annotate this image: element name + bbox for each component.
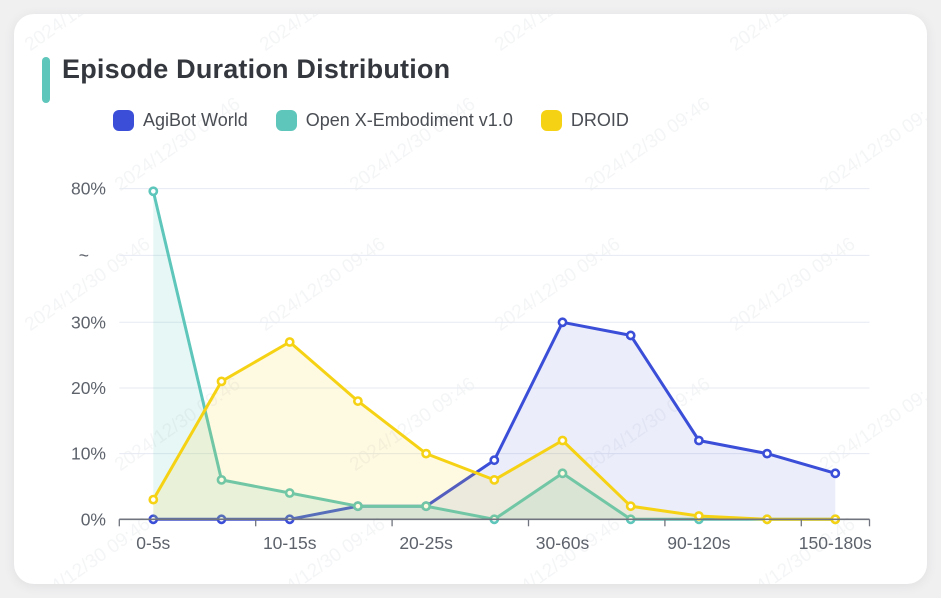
watermark-text: 2024/12/30 09:46	[21, 14, 155, 56]
watermark-text: 2024/12/30 09:46	[726, 14, 860, 56]
title-accent-bar	[42, 57, 50, 103]
watermark-text: 2024/12/30 09:46	[726, 233, 860, 336]
watermark-text: 2024/12/30 09:46	[256, 513, 390, 584]
watermark-text: 2024/12/30 09:46	[256, 14, 390, 56]
watermark-text: 2024/12/30 09:46	[581, 373, 715, 476]
watermark-text: 2024/12/30 09:46	[491, 14, 625, 56]
watermark-text: 2024/12/30 09:46	[111, 93, 245, 196]
watermark-text: 2024/12/30 09:46	[21, 513, 155, 584]
watermark-text: 2024/12/30 09:46	[816, 93, 927, 196]
legend-item-droid[interactable]: DROID	[540, 110, 629, 131]
legend-item-agibot-world[interactable]: AgiBot World	[113, 110, 248, 131]
legend-label: AgiBot World	[143, 110, 248, 130]
watermark-layer: 2024/12/30 09:46 2024/12/30 09:46 2024/12/…	[14, 14, 927, 584]
watermark-text: 2024/12/30 09:46	[581, 93, 715, 196]
chart-card: 2024/12/30 09:46 2024/12/30 09:46 2024/12/…	[14, 14, 927, 584]
legend-swatch	[275, 110, 297, 131]
legend-label: DROID	[570, 110, 629, 130]
legend-item-open-x-embodiment-v1-0[interactable]: Open X-Embodiment v1.0	[275, 110, 513, 131]
legend-swatch	[540, 110, 562, 131]
watermark-text: 2024/12/30 09:46	[346, 373, 480, 476]
legend-label: Open X-Embodiment v1.0	[305, 110, 513, 130]
watermark-text: 2024/12/30 09:46	[21, 233, 155, 336]
watermark-text: 2024/12/30 09:46	[491, 513, 625, 584]
page-title: Episode Duration Distribution	[62, 54, 451, 84]
watermark-text: 2024/12/30 09:46	[346, 93, 480, 196]
watermark-text: 2024/12/30 09:46	[726, 513, 860, 584]
watermark-text: 2024/12/30 09:46	[491, 233, 625, 336]
legend-swatch	[113, 110, 134, 131]
chart-legend: AgiBot World Open X-Embodiment v1.0 DROID	[113, 110, 629, 131]
watermark-text: 2024/12/30 09:46	[816, 373, 927, 476]
watermark-text: 2024/12/30 09:46	[256, 233, 390, 336]
watermark-text: 2024/12/30 09:46	[111, 373, 245, 476]
